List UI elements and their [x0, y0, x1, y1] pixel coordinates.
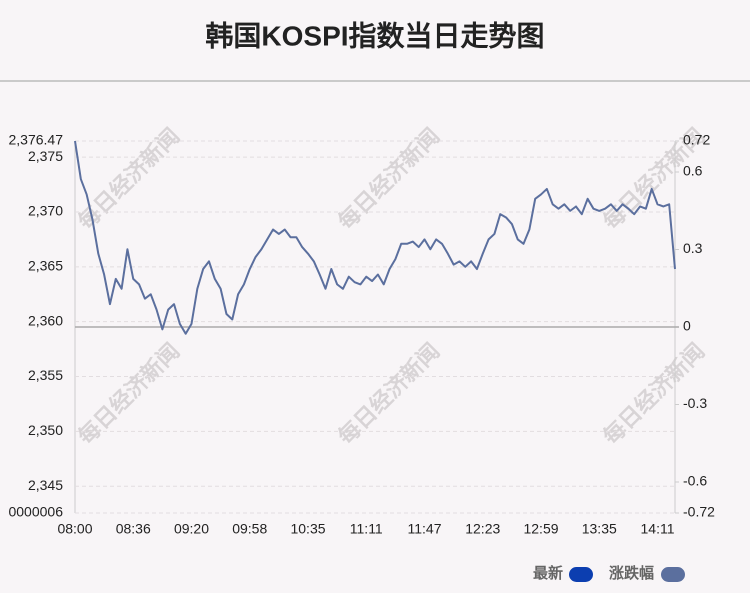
x-tick-label: 10:35	[290, 521, 325, 537]
x-tick-label: 09:20	[174, 521, 209, 537]
y-tick-label: 2,370	[28, 203, 63, 219]
legend-swatch	[569, 567, 593, 582]
x-tick-label: 13:35	[582, 521, 617, 537]
y2-tick-label: 0	[683, 318, 691, 334]
x-tick-label: 09:58	[232, 521, 267, 537]
y-tick-label: 0000006	[8, 504, 63, 520]
y2-tick-label: -0.72	[683, 504, 715, 520]
y-tick-label: 2,360	[28, 312, 63, 328]
legend-label: 最新	[533, 564, 563, 582]
y-tick-label: 2,376.47	[9, 132, 64, 148]
y2-tick-label: 0.3	[683, 240, 703, 256]
y2-tick-label: -0.3	[683, 395, 707, 411]
legend-label: 涨跌幅	[609, 564, 654, 582]
x-tick-label: 12:59	[523, 521, 558, 537]
chart-title: 韩国KOSPI指数当日走势图	[205, 20, 544, 51]
legend-swatch	[661, 567, 685, 582]
x-tick-label: 08:00	[57, 521, 92, 537]
y-tick-label: 2,355	[28, 367, 63, 383]
y-tick-label: 2,375	[28, 148, 63, 164]
x-tick-label: 14:11	[641, 521, 675, 537]
x-tick-label: 08:36	[116, 521, 151, 537]
x-tick-label: 12:23	[465, 521, 500, 537]
y-tick-label: 2,365	[28, 258, 63, 274]
y-tick-label: 2,345	[28, 477, 63, 493]
x-tick-label: 11:47	[408, 521, 442, 537]
y2-tick-label: 0.72	[683, 132, 710, 148]
y-tick-label: 2,350	[28, 422, 63, 438]
price-line	[74, 140, 676, 335]
y2-tick-label: 0.6	[683, 163, 703, 179]
y2-tick-label: -0.6	[683, 473, 707, 489]
x-tick-label: 11:11	[350, 521, 383, 537]
